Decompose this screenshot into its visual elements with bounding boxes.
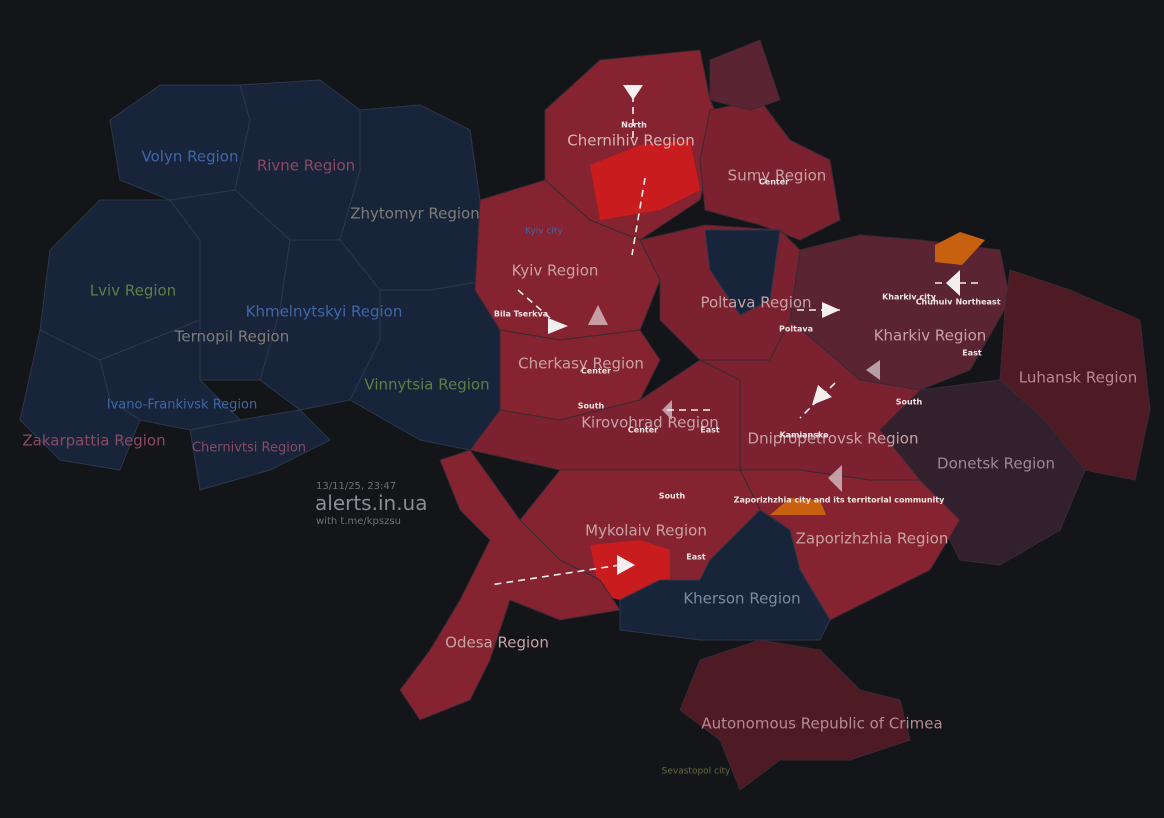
- region-luhansk: [999, 269, 1151, 481]
- region-label: Autonomous Republic of Crimea: [701, 715, 942, 733]
- place-label: Poltava: [779, 325, 813, 334]
- region-label: Kherson Region: [683, 590, 800, 608]
- drone-icon: [617, 555, 635, 575]
- region-poltava-clear: [704, 229, 781, 316]
- region-zaporizhzhia-orange: [770, 498, 826, 515]
- region-label: Mykolaiv Region: [585, 522, 707, 540]
- region-sumy-northeast: [709, 39, 781, 111]
- place-label: Zaporizhzhia city and its territorial co…: [734, 496, 945, 505]
- region-crimea: [679, 639, 911, 791]
- region-volyn: [109, 84, 251, 201]
- region-label: Volyn Region: [142, 148, 239, 166]
- drone-icon: [623, 85, 643, 100]
- drone-icon: [828, 465, 842, 492]
- region-label: Cherkasy Region: [518, 355, 644, 373]
- region-label: Vinnytsia Region: [364, 376, 489, 394]
- region-label: Ternopil Region: [174, 328, 289, 346]
- region-odesa: [399, 449, 621, 721]
- region-label: Kirovohrad Region: [581, 414, 719, 432]
- region-zhytomyr: [339, 104, 491, 291]
- drone-icon: [588, 305, 608, 325]
- region-label: Zakarpattia Region: [22, 432, 165, 450]
- region-label: Donetsk Region: [937, 455, 1055, 473]
- place-labels: North Center Bila Tserkva Center South C…: [494, 121, 1001, 562]
- source: with t.me/kpszsu: [316, 516, 401, 527]
- region-kharkiv-orange: [935, 232, 985, 265]
- region-label: Zhytomyr Region: [350, 205, 480, 223]
- drone-icon: [548, 318, 568, 334]
- region-label: Khmelnytskyi Region: [246, 303, 403, 321]
- region-label: Odesa Region: [445, 634, 549, 652]
- region-label: Sevastopol city: [662, 767, 731, 777]
- place-label: Center: [581, 367, 611, 376]
- region-label: Lviv Region: [90, 282, 176, 300]
- region-kherson: [619, 509, 831, 641]
- drone-icon: [866, 360, 880, 380]
- region-chernivtsi: [189, 409, 331, 491]
- threat-icons: [548, 85, 960, 575]
- place-label: Northeast: [955, 298, 1000, 307]
- region-label: Chernivtsi Region: [192, 441, 306, 456]
- region-label: Zaporizhzhia Region: [796, 530, 949, 548]
- place-label: South: [659, 492, 686, 501]
- place-label: South: [578, 402, 605, 411]
- region-dnipropetrovsk: [699, 319, 921, 481]
- place-label: Center: [759, 178, 789, 187]
- region-label: Ivano-Frankivsk Region: [107, 398, 257, 413]
- region-labels: Volyn Region Rivne Region Zhytomyr Regio…: [22, 132, 1137, 777]
- place-label: South: [896, 398, 923, 407]
- place-label: Kamianske: [779, 431, 829, 440]
- drone-icon: [662, 400, 672, 420]
- place-label: East: [700, 426, 720, 435]
- timestamp: 13/11/25, 23:47: [316, 481, 396, 492]
- drone-icon: [946, 270, 960, 296]
- regions: [19, 39, 1151, 791]
- region-label: Rivne Region: [257, 157, 355, 175]
- drone-icon: [822, 302, 840, 318]
- place-label: Kharkiv city: [882, 293, 937, 302]
- place-label: East: [962, 349, 982, 358]
- place-label: Center: [628, 426, 658, 435]
- region-label: Chernihiv Region: [567, 132, 694, 150]
- place-label: North: [621, 121, 647, 130]
- drone-icon: [812, 385, 832, 405]
- place-label: Bila Tserkva: [494, 310, 548, 319]
- brand-name: alerts.in.ua: [315, 491, 427, 515]
- region-label: Dnipropetrovsk Region: [748, 430, 919, 448]
- region-label: Kharkiv Region: [874, 327, 987, 345]
- region-label: Sumy Region: [728, 167, 827, 185]
- region-sumy: [699, 99, 841, 241]
- brand: 13/11/25, 23:47 alerts.in.ua with t.me/k…: [315, 481, 427, 527]
- place-label: East: [686, 553, 706, 562]
- region-zakarpattia: [19, 329, 141, 471]
- place-label: Chuhuiv: [916, 298, 953, 307]
- track: [631, 177, 646, 256]
- region-label: Kyiv Region: [512, 262, 599, 280]
- track: [489, 564, 621, 586]
- region-label: Kyiv city: [525, 227, 563, 237]
- region-label: Poltava Region: [700, 294, 811, 312]
- region-label: Luhansk Region: [1019, 369, 1137, 387]
